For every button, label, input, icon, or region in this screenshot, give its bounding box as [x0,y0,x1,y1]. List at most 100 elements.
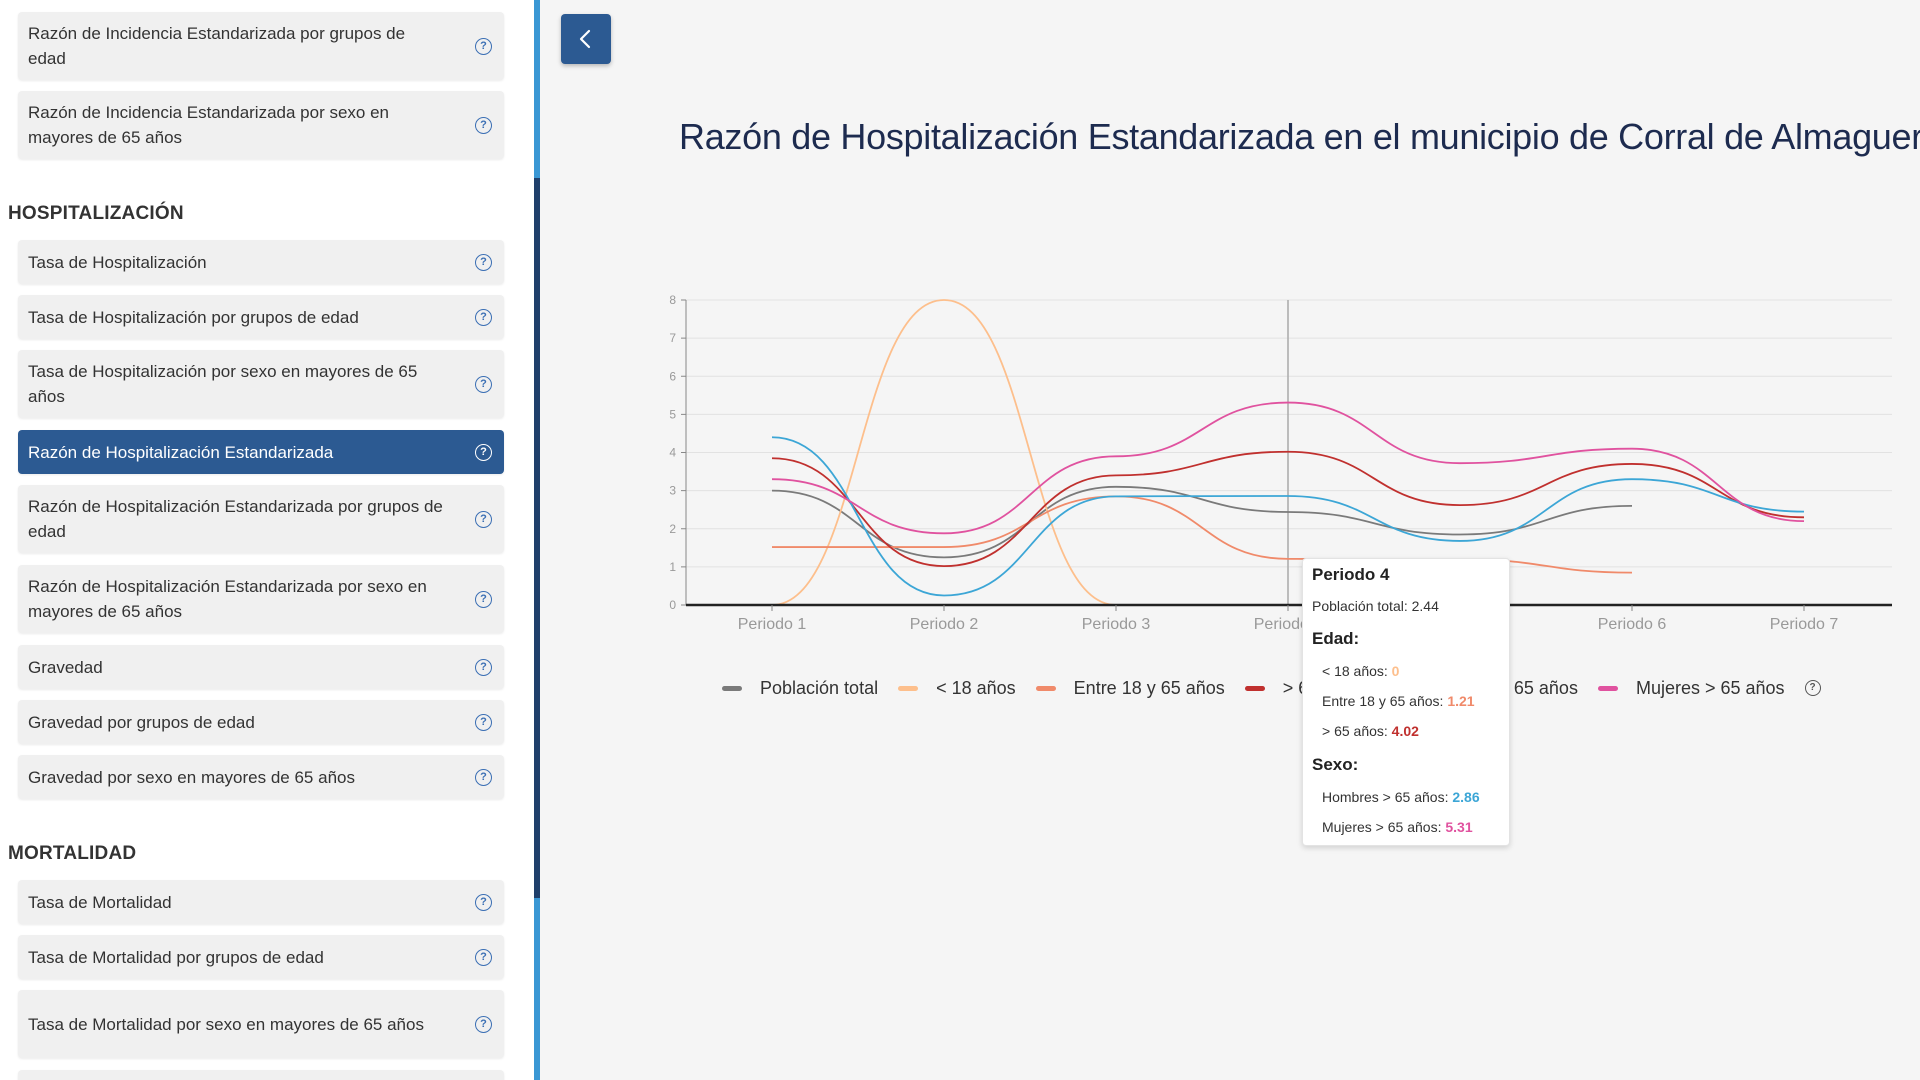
x-tick-label: Periodo 2 [910,616,979,633]
tooltip-lt18-value: 0 [1391,663,1400,679]
legend-item-poblacion-total[interactable]: Población total [722,678,878,699]
scrollbar-thumb[interactable] [534,178,540,898]
x-tick-label: Periodo 7 [1770,616,1839,633]
tooltip-title: Periodo 4 [1312,565,1390,584]
sidebar-item-next[interactable] [18,1070,504,1080]
help-circle-icon[interactable]: ? [475,253,492,271]
sidebar-item-label: Razón de Incidencia Estandarizada por gr… [28,24,406,68]
tooltip-gt65: > 65 años: 4.02 [1322,723,1419,739]
sidebar-item-label: Razón de Incidencia Estandarizada por se… [28,103,390,147]
legend-label: Mujeres > 65 años [1635,677,1785,698]
tooltip-sexo-header: Sexo: [1312,755,1359,774]
sidebar-item-label: Razón de Hospitalización Estandarizada p… [28,497,443,541]
tooltip-women-label: Mujeres > 65 años: [1322,819,1446,835]
sidebar: Razón de Incidencia Estandarizada por gr… [0,0,534,1080]
series-line [771,485,1633,559]
chevron-left-icon [579,29,591,49]
help-circle-icon[interactable]: ? [475,308,492,326]
tooltip-mid: Entre 18 y 65 años: 1.21 [1322,693,1475,709]
legend-swatch [898,685,919,691]
tooltip-gt65-label: > 65 años: [1322,723,1392,739]
tooltip-men-label: Hombres > 65 años: [1322,789,1453,805]
tooltip-edad-header: Edad: [1312,629,1360,648]
tooltip-mid-label: Entre 18 y 65 años: [1322,693,1448,709]
sidebar-item-label: Razón de Hospitalización Estandarizada p… [28,577,427,621]
legend-label: Población total [760,677,879,698]
y-tick-label: 0 [669,598,676,612]
sidebar-item-label: Tasa de Hospitalización [28,252,207,272]
sidebar-item-gravedad-sexo[interactable]: Gravedad por sexo en mayores de 65 años … [18,755,504,799]
sidebar-item-label: Gravedad por grupos de edad [28,712,255,732]
sidebar-item-razon-hosp-sexo[interactable]: Razón de Hospitalización Estandarizada p… [18,565,504,633]
sidebar-item-label: Tasa de Hospitalización por sexo en mayo… [28,362,418,406]
help-circle-icon[interactable]: ? [475,510,492,528]
sidebar-item-label: Tasa de Hospitalización por grupos de ed… [28,307,359,327]
help-circle-icon[interactable]: ? [1804,680,1821,696]
tooltip-women-value: 5.31 [1445,819,1473,835]
help-circle-icon[interactable]: ? [475,37,492,55]
help-circle-icon[interactable]: ? [475,443,492,461]
back-button[interactable] [561,14,611,64]
chart-legend: Población total < 18 años Entre 18 y 65 … [722,674,1821,702]
sidebar-item-gravedad[interactable]: Gravedad ? [18,645,504,689]
legend-swatch [722,685,742,691]
sidebar-item-tasa-hosp-edad[interactable]: Tasa de Hospitalización por grupos de ed… [18,295,504,339]
tooltip-lt18-label: < 18 años: [1322,663,1392,679]
section-title-mortalidad: MORTALIDAD [8,843,137,864]
sidebar-item-tasa-hosp[interactable]: Tasa de Hospitalización ? [18,240,504,284]
legend-item-18-65[interactable]: Entre 18 y 65 años [1035,677,1225,699]
sidebar-item-tasa-mort-sexo[interactable]: Tasa de Mortalidad por sexo en mayores d… [18,990,504,1058]
sidebar-item-tasa-mort[interactable]: Tasa de Mortalidad ? [18,880,504,924]
help-circle-icon[interactable]: ? [475,375,492,393]
x-tick-label: Periodo 3 [1082,616,1151,633]
sidebar-item-label: Gravedad por sexo en mayores de 65 años [28,767,355,787]
tooltip-women: Mujeres > 65 años: 5.31 [1322,819,1473,835]
y-tick-label: 8 [669,293,676,307]
sidebar-item-incidencia-edad[interactable]: Razón de Incidencia Estandarizada por gr… [18,12,504,80]
section-title-hospitalizacion: HOSPITALIZACIÓN [8,203,184,224]
sidebar-item-tasa-hosp-sexo[interactable]: Tasa de Hospitalización por sexo en mayo… [18,350,504,418]
y-tick-label: 7 [669,331,676,345]
sidebar-item-gravedad-edad[interactable]: Gravedad por grupos de edad ? [18,700,504,744]
tooltip-men-value: 2.86 [1452,789,1480,805]
x-tick-label: Periodo 1 [738,616,807,633]
y-tick-label: 5 [669,407,676,421]
tooltip-men: Hombres > 65 años: 2.86 [1322,789,1480,805]
y-tick-label: 2 [669,522,676,536]
tooltip-total-value: 2.44 [1411,598,1439,614]
x-tick-label: Periodo 6 [1598,616,1667,633]
help-circle-icon[interactable]: ? [475,658,492,676]
page-title: Razón de Hospitalización Estandarizada e… [679,116,1920,157]
sidebar-item-tasa-mort-edad[interactable]: Tasa de Mortalidad por grupos de edad ? [18,935,504,979]
y-tick-label: 6 [669,369,676,383]
sidebar-item-label: Tasa de Mortalidad por grupos de edad [28,947,324,967]
legend-swatch [1244,685,1265,691]
help-circle-icon[interactable]: ? [475,1015,492,1033]
chart-tooltip: Periodo 4 Población total: 2.44 Edad: < … [1302,558,1510,846]
legend-item-menores-18[interactable]: < 18 años [898,678,1016,699]
help-circle-icon[interactable]: ? [475,713,492,731]
tooltip-total-label: Población total: [1312,598,1412,614]
sidebar-item-label: Gravedad [28,657,103,677]
tooltip-mid-value: 1.21 [1447,693,1475,709]
legend-label: Entre 18 y 65 años [1073,677,1225,698]
series-line [771,450,1805,568]
help-circle-icon[interactable]: ? [475,893,492,911]
help-circle-icon[interactable]: ? [475,768,492,786]
help-circle-icon[interactable]: ? [475,116,492,134]
sidebar-item-label: Tasa de Mortalidad [28,892,172,912]
y-tick-label: 3 [669,484,676,498]
sidebar-item-razon-hosp[interactable]: Razón de Hospitalización Estandarizada ? [18,430,504,474]
legend-swatch [1035,685,1056,691]
legend-item-mujeres-65[interactable]: Mujeres > 65 años [1597,677,1785,699]
y-tick-label: 1 [669,560,676,574]
legend-swatch [1597,685,1618,691]
sidebar-item-razon-hosp-edad[interactable]: Razón de Hospitalización Estandarizada p… [18,485,504,553]
tooltip-gt65-value: 4.02 [1391,723,1419,739]
legend-label: < 18 años [936,677,1016,698]
help-circle-icon[interactable]: ? [475,948,492,966]
sidebar-item-incidencia-sexo[interactable]: Razón de Incidencia Estandarizada por se… [18,91,504,159]
tooltip-lt18: < 18 años: 0 [1322,663,1399,679]
series-line [771,436,1805,597]
help-circle-icon[interactable]: ? [475,590,492,608]
